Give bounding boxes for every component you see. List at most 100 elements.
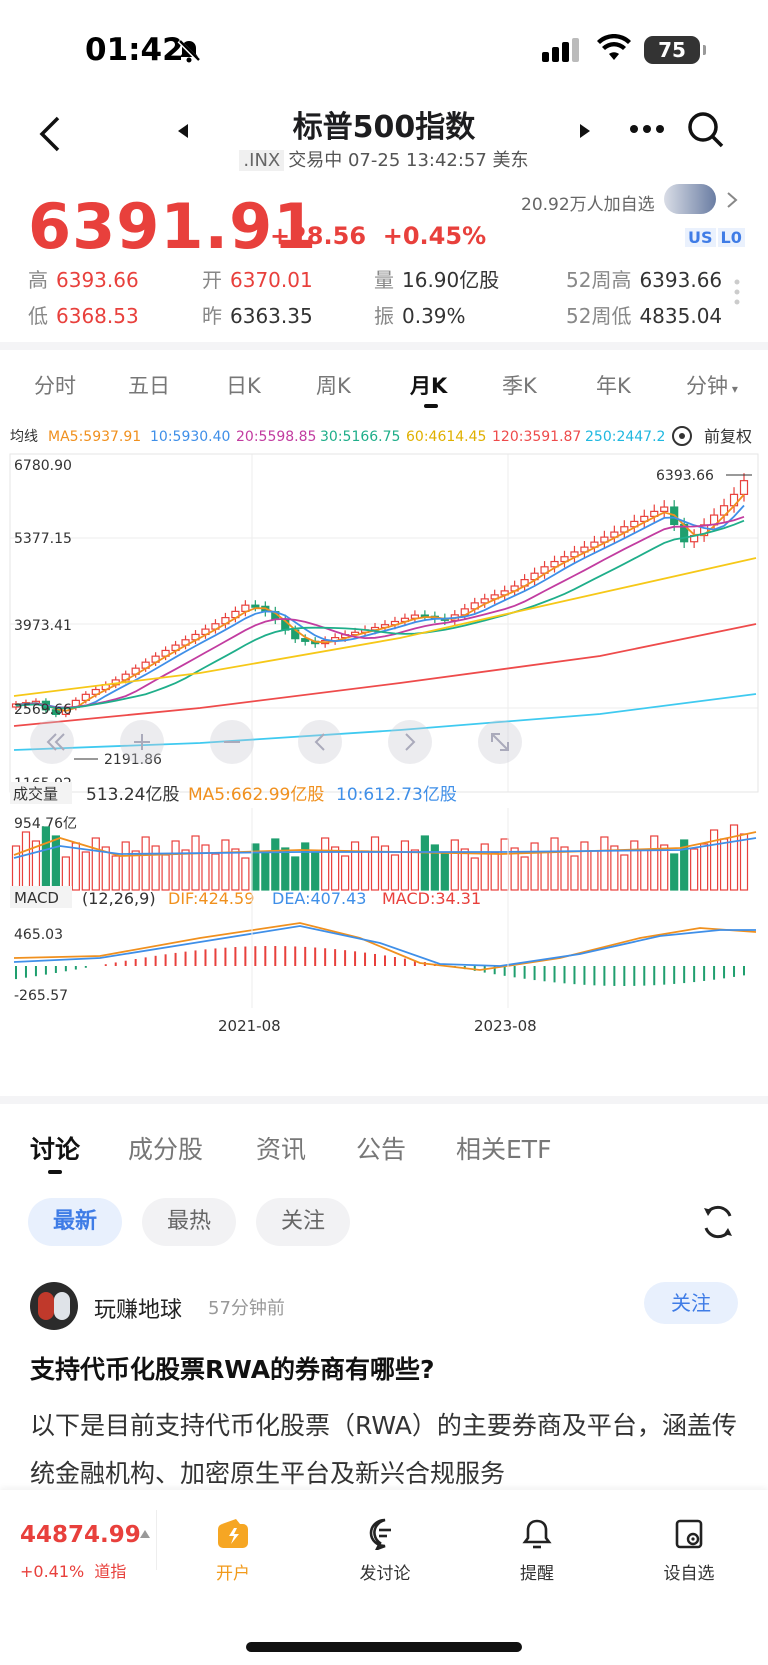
volume-bar [51,835,60,891]
candle [251,604,260,608]
next-stock-icon[interactable] [578,122,592,140]
tab-constituents[interactable]: 成分股 [128,1135,204,1164]
post-discussion-button[interactable]: 发讨论 [340,1518,430,1584]
volume-legend-title: 成交量 [13,785,58,803]
expand-stats-icon[interactable] [734,278,740,306]
scroll-left-button[interactable] [298,720,342,764]
x-label: 2021-08 [218,1017,281,1035]
tab-discussion[interactable]: 讨论 [30,1135,81,1164]
volume-bar [600,836,609,891]
vol-ma5-line [13,831,757,857]
macd-title: MACD [14,889,59,907]
prev-stock-icon[interactable] [176,122,190,140]
volume-bar [291,856,300,891]
y-tick: 5377.15 [14,531,72,547]
stat-volume: 量 16.90亿股 [374,268,500,292]
chart-period-tabs: 分时 五日 日K 周K 月K 季K 年K 分钟 ▾ [0,356,768,412]
volume-bar [340,855,350,891]
volume-bar [500,838,509,891]
volume-bar [470,857,479,891]
volume-bar [680,839,689,891]
volume-bar [201,844,210,891]
tab-month-k[interactable]: 月K [410,374,448,398]
divider [0,1096,768,1104]
low-annotation: 2191.86 [104,752,162,768]
volume-ma10: 10:612.73亿股 [336,785,457,805]
tab-quarter-k[interactable]: 季K [502,374,537,398]
volume-bar [91,837,100,891]
volume-bar [261,852,270,891]
volume-bar [141,836,150,891]
follow-button[interactable]: 关注 [644,1282,738,1324]
stat-high: 高 6393.66 [28,268,139,292]
stat-amplitude: 振 0.39% [374,304,466,328]
back-arrow-icon[interactable] [36,114,64,154]
volume-bar [580,841,589,891]
alert-button[interactable]: 提醒 [492,1518,582,1584]
volume-bar [360,850,370,891]
volume-bar [550,837,559,891]
post-username[interactable]: 玩赚地球 [94,1298,183,1323]
volume-bar [231,848,240,891]
macd-dif: DIF:424.59 [168,889,254,908]
up-arrow-icon [140,1530,150,1538]
volume-bar [151,845,160,891]
adjust-mode[interactable]: 前复权 [704,427,752,446]
tab-news[interactable]: 资讯 [256,1135,307,1164]
filter-following[interactable]: 关注 [256,1198,350,1246]
filter-latest[interactable]: 最新 [28,1198,122,1246]
search-icon[interactable] [686,110,726,150]
stock-header: 标普500指数 .INX 交易中 07-25 13:42:57 美东 [0,100,768,180]
stat-52w-low: 52周低 4835.04 [566,304,723,328]
tab-minute[interactable]: 分钟 ▾ [686,374,738,398]
chevron-right-icon[interactable] [726,191,738,209]
tab-day-k[interactable]: 日K [226,374,261,398]
y-tick: 6780.90 [14,458,72,474]
follower-avatars[interactable] [664,184,716,214]
ma60-line [13,557,757,697]
tab-related-etf[interactable]: 相关ETF [456,1135,552,1164]
dow-value[interactable]: 44874.99 [20,1522,141,1548]
volume-bar [670,853,679,891]
tab-year-k[interactable]: 年K [596,374,631,398]
volume-bar [430,844,439,891]
add-watchlist-button[interactable]: 设自选 [644,1518,734,1584]
post-body[interactable]: 以下是目前支持代币化股票（RWA）的主要券商及平台，涵盖传统金融机构、加密原生平… [30,1411,737,1488]
volume-bar [370,836,380,891]
volume-bar [121,841,130,891]
high-annotation: 6393.66 [656,468,714,484]
y-tick: 3973.41 [14,618,72,634]
fast-back-button[interactable] [30,720,74,764]
filter-hot[interactable]: 最热 [142,1198,236,1246]
volume-bar [221,839,230,891]
macd-top-label: 465.03 [14,927,63,943]
post-title[interactable]: 支持代币化股票RWA的券商有哪些? [30,1355,435,1384]
volume-bar [729,824,739,891]
tab-week-k[interactable]: 周K [316,374,351,398]
kline-chart[interactable]: 均线 MA5:5937.91 10:5930.40 20:5598.85 30:… [0,418,768,1098]
bell-icon [522,1519,552,1549]
volume-bar [650,835,659,891]
volume-bar [390,854,400,891]
open-account-button[interactable]: 开户 [188,1518,278,1584]
volume-bar [520,856,529,891]
tab-five-day[interactable]: 五日 [128,374,170,398]
volume-bar [719,838,729,891]
volume-bar [181,849,190,891]
volume-bar [161,854,170,891]
volume-bar [111,855,120,891]
badge-us: US [685,228,716,247]
volume-bar [440,853,449,891]
volume-bar [241,857,250,891]
change-percent: +0.45% [382,222,487,250]
volume-ma5: MA5:662.99亿股 [188,785,324,805]
tab-timeshare[interactable]: 分时 [34,374,76,398]
x-label: 2023-08 [474,1017,537,1035]
scroll-right-button[interactable] [388,720,432,764]
settings-icon[interactable] [672,426,692,446]
refresh-icon[interactable] [698,1202,738,1242]
volume-bar [690,848,699,891]
tab-announcements[interactable]: 公告 [356,1135,407,1164]
more-icon[interactable] [630,124,664,134]
avatar[interactable] [30,1282,78,1330]
